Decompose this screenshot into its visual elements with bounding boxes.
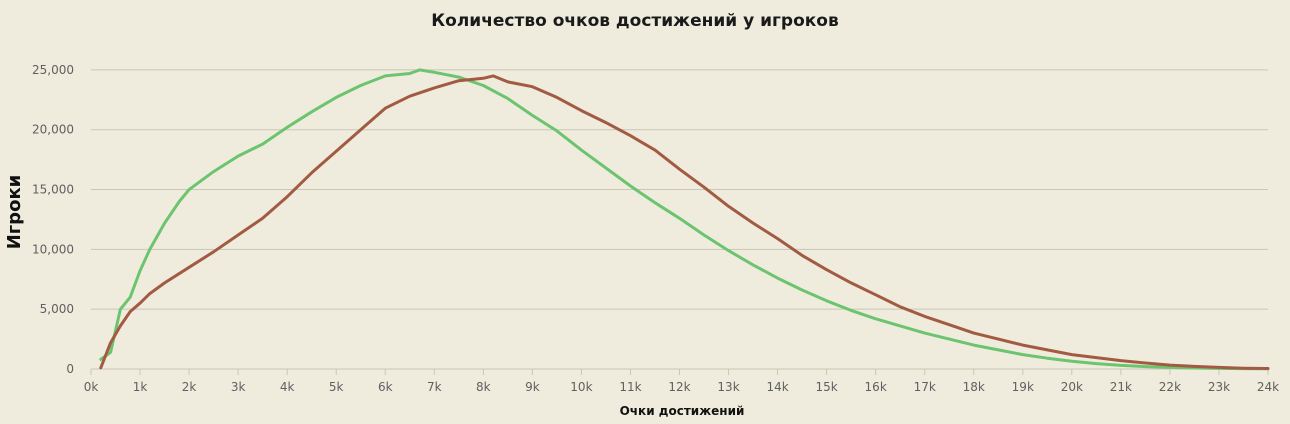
x-tick-label: 16k [865, 380, 887, 394]
x-tick-label: 8k [476, 380, 491, 394]
series-line-1 [99, 68, 1270, 371]
y-tick-label: 20,000 [32, 123, 74, 137]
series-lines [99, 68, 1270, 371]
x-tick-label: 12k [668, 380, 690, 394]
x-tick-label: 0k [84, 380, 99, 394]
x-tick-label: 24k [1257, 380, 1279, 394]
x-tick-label: 5k [329, 380, 344, 394]
x-tick-label: 18k [963, 380, 985, 394]
y-tick-label: 25,000 [32, 63, 74, 77]
x-tick-label: 19k [1012, 380, 1034, 394]
x-tick-label: 1k [133, 380, 148, 394]
x-tick-label: 3k [231, 380, 246, 394]
x-tick-label: 21k [1110, 380, 1132, 394]
chart-title: Количество очков достижений у игроков [431, 11, 839, 31]
x-tick-label: 22k [1159, 380, 1181, 394]
y-axis-label: Игроки [4, 175, 25, 250]
x-tick-label: 15k [816, 380, 838, 394]
y-axis-ticks: 0 5,000 10,000 15,000 20,000 25,000 [32, 63, 74, 376]
x-tick-label: 17k [914, 380, 936, 394]
x-tick-label: 7k [427, 380, 442, 394]
x-tick-label: 11k [619, 380, 641, 394]
y-tick-label: 0 [66, 362, 74, 376]
x-tick-label: 23k [1208, 380, 1230, 394]
x-tick-label: 6k [378, 380, 393, 394]
series-line-2 [99, 74, 1270, 370]
x-axis-ticks: 0k 1k 2k 3k 4k 5k 6k 7k 8k 9k 10k 11k 12k 13k 14k 15k 16… [84, 369, 1279, 394]
x-tick-label: 10k [570, 380, 592, 394]
y-tick-label: 10,000 [32, 242, 74, 256]
y-tick-label: 15,000 [32, 183, 74, 197]
x-tick-label: 9k [525, 380, 540, 394]
x-tick-label: 20k [1061, 380, 1083, 394]
x-tick-label: 2k [182, 380, 197, 394]
y-tick-label: 5,000 [40, 302, 74, 316]
x-tick-label: 4k [280, 380, 295, 394]
x-axis-label: Очки достижений [620, 404, 745, 418]
x-tick-label: 14k [766, 380, 788, 394]
x-tick-label: 13k [717, 380, 739, 394]
